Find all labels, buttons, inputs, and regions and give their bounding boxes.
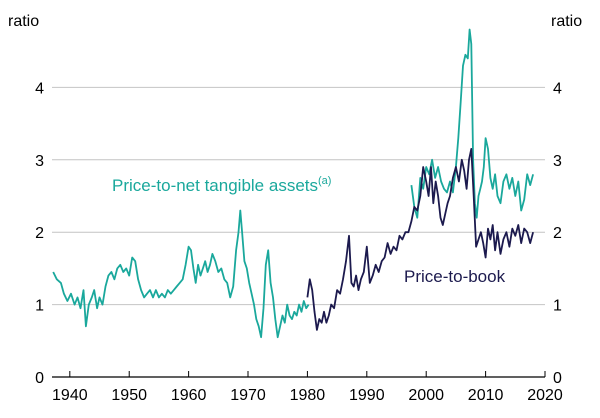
x-tick-label-1940: 1940 xyxy=(52,387,88,404)
y-tick-label-left: 2 xyxy=(35,225,44,242)
y-tick-labels: 0 0 1 1 2 2 3 3 4 4 xyxy=(35,80,562,387)
y-tick-label-right: 2 xyxy=(553,225,562,242)
tangible-series-label: Price-to-net tangible assets(a) xyxy=(112,175,331,195)
y-tick-label-left: 0 xyxy=(35,370,44,387)
y-tick-label-right: 1 xyxy=(553,298,562,315)
x-tick-marks xyxy=(69,371,546,377)
x-tick-label-1950: 1950 xyxy=(111,387,147,404)
x-tick-label-2020: 2020 xyxy=(527,387,563,404)
y-axis-label-right: ratio xyxy=(551,13,582,30)
series-line-price-to-net-tangible-assets xyxy=(52,28,534,339)
y-tick-label-right: 0 xyxy=(553,370,562,387)
x-tick-label-2010: 2010 xyxy=(468,387,504,404)
series-line-price-to-book xyxy=(306,148,534,331)
y-tick-label-right: 3 xyxy=(553,153,562,170)
x-tick-label-1980: 1980 xyxy=(290,387,326,404)
y-axis-label-left: ratio xyxy=(8,13,39,30)
tangible-label-main: Price-to-net tangible assets xyxy=(112,176,318,195)
series-lines xyxy=(52,28,534,339)
y-tick-label-left: 1 xyxy=(35,298,44,315)
x-tick-label-1970: 1970 xyxy=(230,387,266,404)
x-tick-labels: 1940 1950 1960 1970 1980 1990 2000 2010 2020 xyxy=(52,387,563,404)
tangible-label-superscript: (a) xyxy=(318,175,331,187)
x-tick-label-1990: 1990 xyxy=(349,387,385,404)
x-tick-label-2000: 2000 xyxy=(408,387,444,404)
y-tick-label-left: 4 xyxy=(35,80,44,97)
x-tick-label-1960: 1960 xyxy=(171,387,207,404)
book-series-label: Price-to-book xyxy=(404,267,506,286)
y-tick-label-right: 4 xyxy=(553,80,562,97)
y-tick-label-left: 3 xyxy=(35,153,44,170)
